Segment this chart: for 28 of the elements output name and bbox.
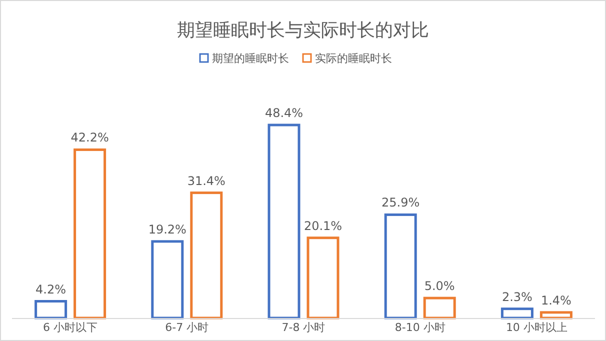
bar	[306, 236, 340, 320]
bar	[423, 296, 456, 320]
data-label: 25.9%	[382, 196, 420, 210]
x-tick-label: 7-8 小时	[282, 321, 326, 334]
x-tick-label: 6 小时以下	[43, 321, 98, 334]
x-tick-label: 10 小时以上	[506, 321, 568, 334]
data-label: 4.2%	[36, 282, 66, 296]
bar	[540, 311, 572, 320]
legend-label: 期望的睡眠时长	[212, 52, 289, 65]
bar	[151, 240, 184, 320]
x-tick-label: 8-10 小时	[394, 321, 446, 334]
data-label: 48.4%	[264, 106, 304, 120]
chart-title: 期望睡眠时长与实际时长的对比	[177, 20, 429, 41]
data-label: 5.0%	[424, 279, 455, 294]
data-label: 31.4%	[187, 174, 226, 188]
bar	[190, 192, 223, 320]
data-label: 1.4%	[540, 293, 572, 308]
bar	[384, 213, 417, 320]
data-label: 2.3%	[502, 290, 532, 304]
x-tick-label: 6-7 小时	[165, 321, 209, 334]
data-label: 42.2%	[70, 130, 109, 145]
bar	[500, 308, 534, 320]
bar	[268, 124, 300, 320]
data-label: 19.2%	[148, 222, 186, 236]
bar	[74, 148, 106, 320]
legend-label: 实际的睡眠时长	[315, 52, 392, 65]
bar	[34, 300, 68, 320]
data-label: 20.1%	[304, 218, 342, 233]
